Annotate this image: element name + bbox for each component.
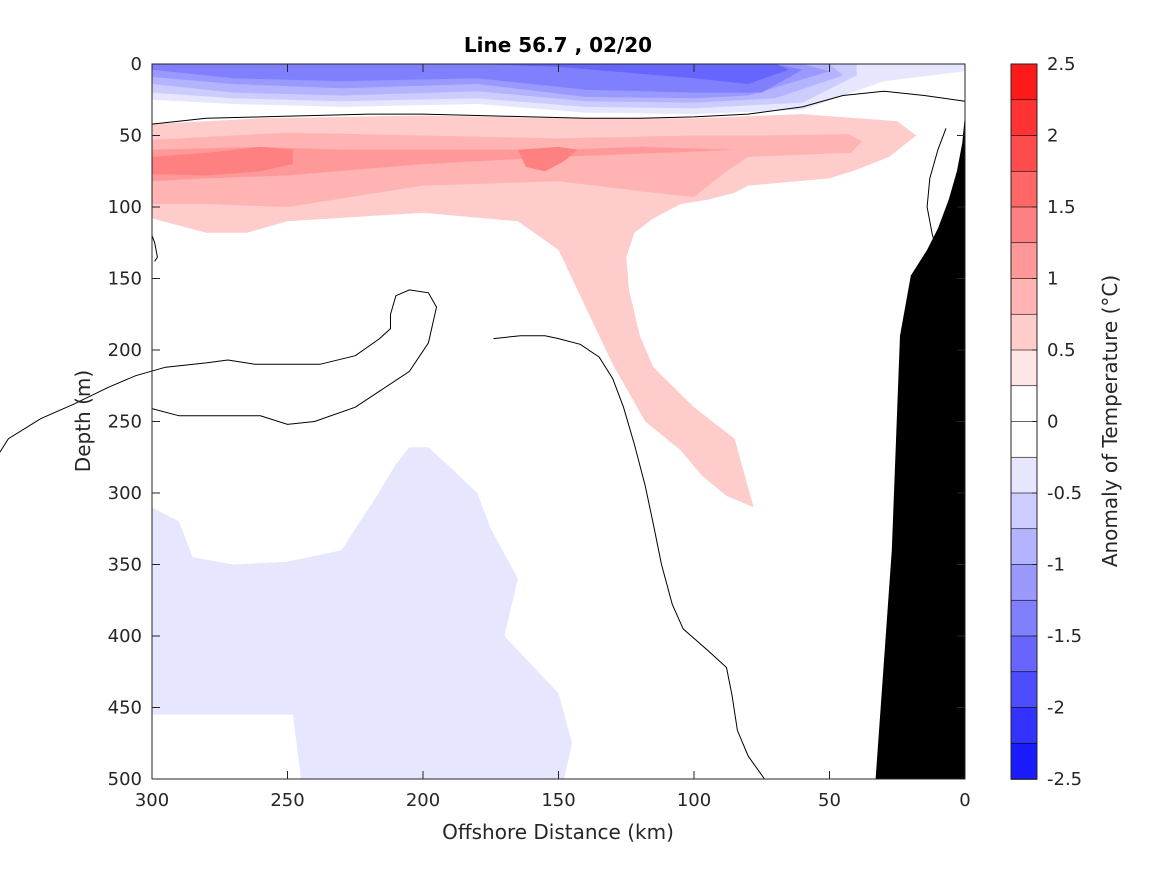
y-tick-label: 500 xyxy=(108,769,142,790)
colorbar-band xyxy=(1010,242,1038,280)
colorbar-band xyxy=(1010,421,1038,459)
colorbar-band xyxy=(1010,313,1038,351)
colorbar-tick-label: -1.5 xyxy=(1047,626,1082,647)
chart-title: Line 56.7 , 02/20 xyxy=(464,33,652,57)
anomaly-fill-region xyxy=(152,114,917,508)
colorbar-band xyxy=(1010,707,1038,745)
y-tick-label: 50 xyxy=(119,126,142,147)
colorbar-tick-label: 1.5 xyxy=(1047,197,1076,218)
colorbar-band xyxy=(1010,564,1038,602)
x-axis-title: Offshore Distance (km) xyxy=(442,820,674,844)
colorbar-band xyxy=(1010,671,1038,709)
anomaly-fill-region xyxy=(152,447,573,779)
colorbar-tick-label: -0.5 xyxy=(1047,483,1082,504)
colorbar-band xyxy=(1010,742,1038,780)
colorbar-tick-label: 1 xyxy=(1047,269,1058,290)
colorbar-band xyxy=(1010,63,1038,101)
colorbar-tick-label: 2.5 xyxy=(1047,54,1076,75)
colorbar-ticks: 2.5 2 1.5 1 0.5 0 -0.5 -1 -1.5 -2 -2.5 xyxy=(1032,54,1082,790)
colorbar-band xyxy=(1010,528,1038,566)
colorbar-tick-label: -2 xyxy=(1047,698,1065,719)
y-tick-label: 450 xyxy=(108,698,142,719)
y-tick-label: 250 xyxy=(108,412,142,433)
land-mask xyxy=(875,114,965,780)
colorbar-bands xyxy=(1010,63,1038,780)
colorbar-title: Anomaly of Temperature (°C) xyxy=(1098,275,1122,567)
y-tick-label: 150 xyxy=(108,269,142,290)
colorbar-band xyxy=(1010,99,1038,137)
anomaly-fill-region xyxy=(152,64,789,84)
anomaly-fill-region xyxy=(152,146,735,182)
land-mask-shape xyxy=(875,114,965,780)
colorbar-band xyxy=(1010,492,1038,530)
anomaly-fill-region xyxy=(152,146,293,176)
contour-plot-area xyxy=(0,63,966,780)
colorbar-band xyxy=(1010,635,1038,673)
colorbar: 2.5 2 1.5 1 0.5 0 -0.5 -1 -1.5 -2 -2.5 Anomaly of … xyxy=(1010,54,1122,790)
anomaly-fill-region xyxy=(517,146,578,172)
x-tick-label: 250 xyxy=(270,790,304,811)
y-tick-label: 200 xyxy=(108,340,142,361)
colorbar-band xyxy=(1010,385,1038,423)
colorbar-tick-label: 2 xyxy=(1047,126,1058,147)
y-tick-label: 400 xyxy=(108,626,142,647)
zero-contour-lines xyxy=(0,90,966,780)
colorbar-band xyxy=(1010,349,1038,387)
colorbar-band xyxy=(1010,278,1038,316)
y-tick-label: 100 xyxy=(108,197,142,218)
colorbar-tick-label: -2.5 xyxy=(1047,769,1082,790)
colorbar-tick-label: -1 xyxy=(1047,555,1065,576)
zero-contour-line xyxy=(0,289,438,453)
x-tick-label: 50 xyxy=(818,790,841,811)
colorbar-band xyxy=(1010,206,1038,244)
colorbar-band xyxy=(1010,599,1038,637)
x-tick-label: 150 xyxy=(541,790,575,811)
colorbar-tick-label: 0 xyxy=(1047,412,1058,433)
y-tick-label: 300 xyxy=(108,483,142,504)
y-tick-label: 350 xyxy=(108,555,142,576)
y-tick-label: 0 xyxy=(131,54,142,75)
y-axis-title: Depth (m) xyxy=(71,370,95,472)
zero-contour-line xyxy=(151,90,966,125)
zero-contour-line xyxy=(151,235,158,262)
y-axis: 0 50 100 150 200 250 300 350 400 450 500 xyxy=(108,54,965,790)
x-tick-label: 0 xyxy=(959,790,970,811)
x-tick-label: 300 xyxy=(135,790,169,811)
colorbar-band xyxy=(1010,456,1038,494)
x-axis: 300 250 200 150 100 50 0 xyxy=(135,64,971,811)
anomaly-fill-regions xyxy=(152,64,965,779)
x-tick-label: 200 xyxy=(406,790,440,811)
colorbar-band xyxy=(1010,170,1038,208)
colorbar-band xyxy=(1010,135,1038,173)
zero-contour-line xyxy=(493,335,765,780)
zero-contour-line xyxy=(926,128,966,351)
colorbar-tick-label: 0.5 xyxy=(1047,340,1076,361)
x-tick-label: 100 xyxy=(677,790,711,811)
